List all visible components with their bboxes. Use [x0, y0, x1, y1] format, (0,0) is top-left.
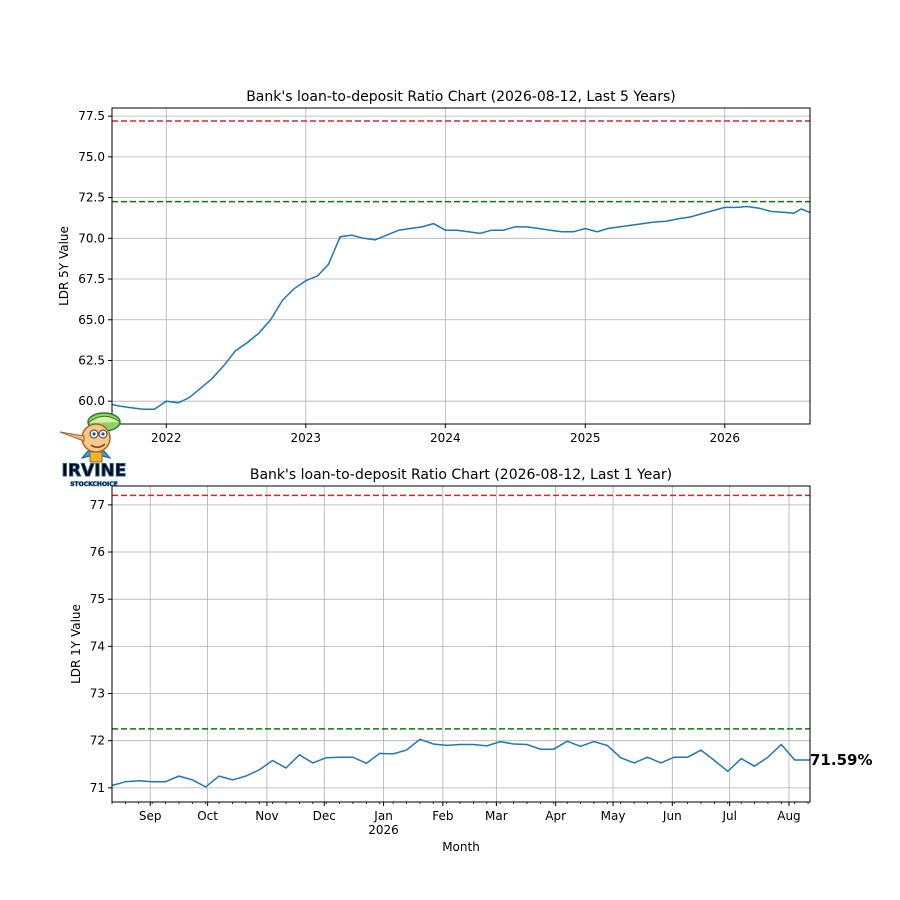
chart-1: 60.0 62.5 65.0 67.5 70.0 72.5 75.0 77.5 2022 2023… [57, 89, 811, 445]
y-axis-label: LDR 1Y Value [69, 604, 83, 684]
last-value-label: 71.59% [810, 751, 872, 769]
plot-frame [111, 485, 811, 803]
x-tick-label: Jun [662, 809, 682, 823]
y-tick-label: 71 [90, 781, 105, 795]
y-tick-label: 76 [90, 545, 105, 559]
x-tick-label: Apr [545, 809, 566, 823]
y-tick-label: 70.0 [78, 231, 105, 245]
y-tick-label: 75 [90, 592, 105, 606]
x-tick-label: 2026 [709, 431, 740, 445]
x-tick-label: Dec [313, 809, 336, 823]
x-tick-label: Feb [432, 809, 453, 823]
x-tick-label: May [601, 809, 626, 823]
series-line [112, 738, 810, 788]
logo-text: IRVINE [62, 461, 127, 481]
logo-subtext: STOCKCHOICE [70, 481, 118, 488]
y-tick-label: 73 [90, 687, 105, 701]
y-tick-label: 60.0 [78, 394, 105, 408]
plot-frame [111, 107, 811, 425]
irvine-stockchoice-logo: IRVINE STOCKCHOICE [54, 408, 134, 490]
x-year-label: 2026 [368, 823, 399, 837]
x-tick-label: Oct [197, 809, 218, 823]
y-tick-label: 72 [90, 734, 105, 748]
x-tick-label: Jul [721, 809, 736, 823]
chart-2: 71 72 73 74 75 76 77 Sep Oct Nov Dec Jan Feb Mar Apr Ma… [69, 467, 872, 854]
y-tick-label: 72.5 [78, 191, 105, 205]
x-tick-label: Aug [777, 809, 800, 823]
x-tick-label: 2024 [430, 431, 461, 445]
chart-title: Bank's loan-to-deposit Ratio Chart (2026… [250, 467, 672, 483]
y-tick-label: 67.5 [78, 272, 105, 286]
x-tick-label: Nov [255, 809, 278, 823]
y-tick-label: 62.5 [78, 353, 105, 367]
x-tick-label: 2022 [151, 431, 182, 445]
x-tick-label: Jan [373, 809, 393, 823]
y-tick-label: 75.0 [78, 150, 105, 164]
y-axis-label: LDR 5Y Value [57, 226, 71, 306]
chart-title: Bank's loan-to-deposit Ratio Chart (2026… [246, 89, 676, 105]
x-tick-label: 2025 [570, 431, 601, 445]
x-tick-label: Mar [485, 809, 508, 823]
y-tick-label: 65.0 [78, 313, 105, 327]
x-axis-label: Month [442, 840, 480, 854]
y-tick-label: 77.5 [78, 109, 105, 123]
y-tick-label: 74 [90, 639, 105, 653]
y-tick-label: 77 [90, 498, 105, 512]
x-tick-label: Sep [139, 809, 162, 823]
series-line [112, 205, 810, 411]
x-tick-label: 2023 [291, 431, 322, 445]
